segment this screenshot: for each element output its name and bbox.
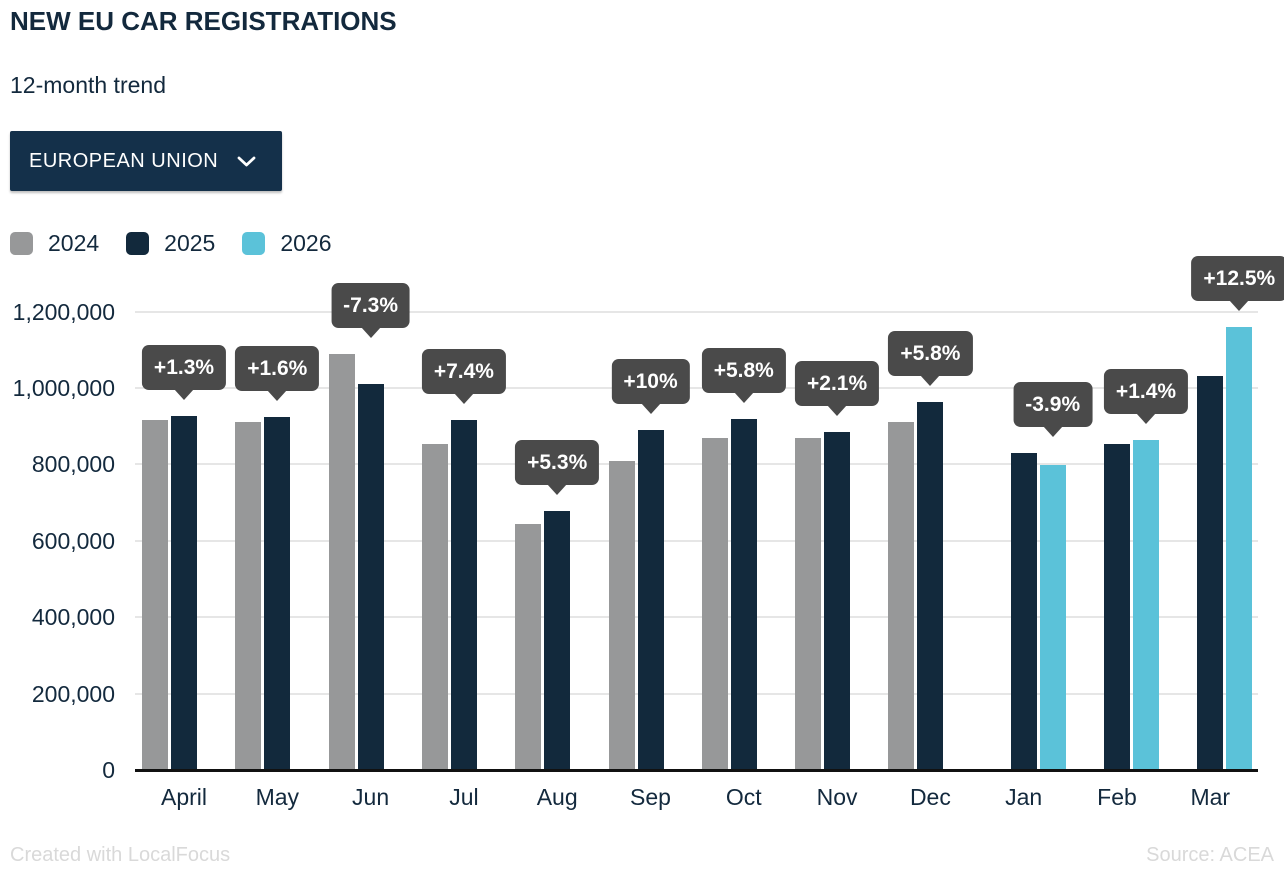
x-axis-label-jun: Jun (352, 784, 390, 810)
y-axis-tick-label: 1,000,000 (12, 375, 115, 401)
legend-label-2024: 2024 (48, 230, 100, 256)
gridline (135, 387, 1258, 389)
bar-2026-feb[interactable] (1133, 439, 1159, 770)
credit-link[interactable]: Created with LocalFocus (10, 844, 231, 866)
x-axis-label-jan: Jan (1005, 784, 1043, 810)
gridline (135, 616, 1258, 619)
change-badge-jun: -7.3% (331, 282, 411, 328)
change-badge-arrow (174, 388, 194, 400)
source-label: Source: ACEA (1146, 844, 1274, 866)
bar-2025-oct[interactable] (730, 419, 757, 770)
change-badge-arrow (453, 393, 474, 405)
change-badge-jul: +7.4% (421, 349, 506, 395)
change-badge-nov: +2.1% (795, 360, 880, 406)
gridline (135, 463, 1258, 466)
change-badge-dec: +5.8% (888, 331, 973, 377)
change-badge-oct: +5.8% (701, 348, 786, 394)
bar-2026-mar[interactable] (1226, 326, 1253, 770)
legend-item-2025[interactable]: 2025 (126, 232, 215, 255)
bar-2025-sep[interactable] (637, 429, 664, 770)
bar-2026-jan[interactable] (1039, 464, 1066, 770)
bar-2025-dec[interactable] (917, 402, 944, 770)
x-axis-label-nov: Nov (816, 784, 858, 810)
bar-2024-jun[interactable] (328, 353, 355, 770)
x-axis-label-feb: Feb (1097, 784, 1137, 810)
x-axis-label-jul: Jul (449, 784, 479, 810)
change-badge-aug: +5.3% (515, 440, 600, 486)
change-badge-mar: +12.5% (1191, 255, 1284, 301)
bar-2024-nov[interactable] (795, 438, 822, 770)
gridline (135, 692, 1258, 695)
legend-item-2026[interactable]: 2026 (242, 230, 332, 256)
change-badge-feb: +1.4% (1103, 368, 1189, 414)
x-axis-label-dec: Dec (909, 784, 951, 810)
change-badge-arrow (1229, 299, 1250, 311)
change-badge-sep: +10% (611, 358, 690, 404)
change-badge-arrow (1136, 412, 1156, 424)
change-badge-arrow (920, 375, 941, 387)
legend-swatch-2024 (10, 232, 33, 255)
y-axis-tick-label: 800,000 (31, 451, 115, 478)
change-badge-arrow (827, 404, 848, 416)
y-axis-tick-label: 1,200,000 (12, 298, 115, 325)
bar-2025-nov[interactable] (824, 431, 851, 770)
change-badge-arrow (547, 484, 568, 496)
change-badge-arrow (733, 392, 754, 404)
bar-2025-jan[interactable] (1010, 452, 1037, 770)
bar-2024-april[interactable] (142, 420, 168, 770)
bar-2025-jul[interactable] (450, 420, 477, 770)
bar-2024-aug[interactable] (515, 524, 542, 770)
chevron-down-icon (237, 156, 256, 166)
x-axis-label-aug: Aug (536, 784, 578, 810)
bar-2025-mar[interactable] (1197, 376, 1224, 770)
bar-2025-feb[interactable] (1104, 444, 1130, 770)
bar-2024-dec[interactable] (888, 422, 915, 770)
bar-2025-jun[interactable] (357, 383, 384, 770)
legend-swatch-2025 (126, 232, 150, 255)
x-axis-label-sep: Sep (630, 784, 671, 810)
bar-2025-april[interactable] (171, 415, 197, 770)
bar-2024-jul[interactable] (421, 444, 448, 770)
y-axis-tick-label: 400,000 (31, 604, 115, 631)
page-subtitle: 12-month trend (10, 72, 166, 98)
bar-2025-may[interactable] (264, 416, 291, 770)
bar-2024-may[interactable] (235, 422, 262, 770)
bar-2024-oct[interactable] (701, 438, 728, 770)
x-axis-label-may: May (255, 784, 300, 810)
x-axis-label-mar: Mar (1190, 784, 1231, 810)
y-axis-tick-label: 0 (102, 757, 115, 783)
region-dropdown-label: EUROPEAN UNION (29, 149, 219, 172)
legend: 2024 2025 2026 (10, 232, 332, 255)
gridline (135, 310, 1258, 313)
legend-label-2026: 2026 (280, 230, 332, 256)
legend-item-2024[interactable]: 2024 (10, 232, 99, 255)
change-badge-arrow (640, 402, 661, 414)
change-badge-arrow (1042, 425, 1063, 437)
y-axis-tick-label: 200,000 (31, 680, 115, 707)
change-badge-jan: -3.9% (1013, 381, 1093, 427)
change-badge-may: +1.6% (235, 345, 320, 391)
legend-label-2025: 2025 (164, 230, 216, 256)
x-axis-line (135, 768, 1258, 772)
change-badge-arrow (267, 389, 288, 401)
change-badge-arrow (360, 326, 381, 338)
x-axis-label-april: April (160, 784, 208, 810)
region-dropdown[interactable]: EUROPEAN UNION (10, 131, 282, 191)
x-axis-label-oct: Oct (725, 784, 762, 810)
gridline (135, 539, 1258, 542)
y-axis-tick-label: 600,000 (31, 527, 115, 554)
legend-swatch-2026 (242, 232, 266, 255)
change-badge-april: +1.3% (141, 344, 227, 390)
bar-2025-aug[interactable] (544, 511, 571, 770)
page-title: NEW EU CAR REGISTRATIONS (10, 6, 397, 36)
bar-2024-sep[interactable] (608, 460, 635, 770)
